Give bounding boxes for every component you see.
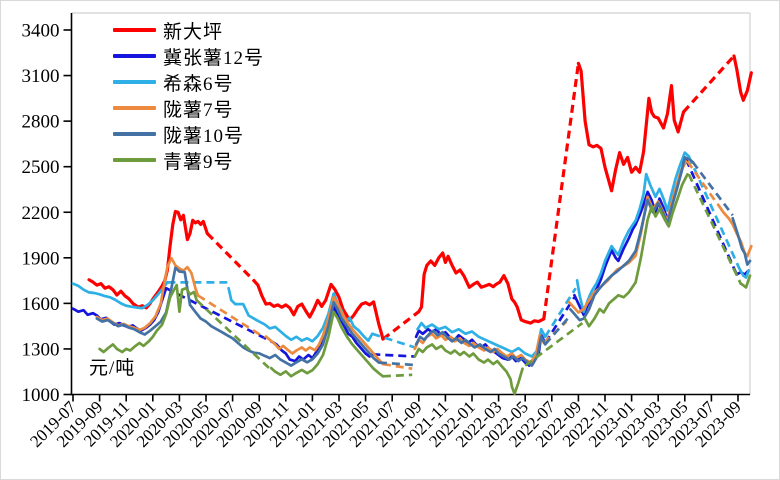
legend-swatch-qingshu9 [113,158,156,162]
y-tick-label: 2800 [22,112,60,133]
y-tick-label: 1600 [22,294,60,315]
series-qingshu9-dashed-segment [195,299,271,370]
series-xindaping-solid-segment [576,61,686,193]
series-longshu10-solid-segment [569,156,695,322]
series-xisen6-solid-segment [575,151,691,314]
series-longshu7-solid-segment [567,160,688,314]
series-longshu7-solid-segment [264,295,385,366]
series-xisen6-solid-segment [71,281,169,310]
series-xisen6-solid-segment [737,267,750,279]
series-qingshu9-solid-segment [413,343,524,396]
series-longshu7-solid-segment [413,332,546,364]
series-longshu7-dashed-segment [382,362,413,371]
legend-label: 新大坪 [163,21,224,43]
legend-label: 青薯9号 [163,151,234,173]
series-qingshu9-solid-segment [269,310,385,378]
legend-swatch-longshu7 [113,106,156,110]
series-qingshu9-solid-segment [98,283,199,354]
series-longshu10-dashed-segment [544,316,571,346]
series-longshu7-dashed-segment [197,294,266,339]
series-xindaping-solid-segment [732,54,753,102]
series-xindaping-dashed-segment [206,232,256,282]
legend-item-longshu7: 陇薯7号 [113,95,264,121]
y-tick-label: 2500 [22,157,60,178]
series-xisen6-dashed-segment [544,287,577,338]
series-longshu10-solid-segment [414,329,547,367]
series-longshu10-solid-segment [95,266,381,367]
series-xisen6-solid-segment [227,286,374,343]
series-qingshu9-dashed-segment [524,322,584,367]
series-xindaping-dashed-segment [542,63,580,320]
legend-item-xindaping: 新大坪 [113,17,264,43]
legend-item-qingshu9: 青薯9号 [113,147,264,173]
series-xisen6-dashed-segment [371,332,416,349]
series-longshu10-dashed-segment [691,161,734,217]
series-longshu10-solid-segment [731,216,752,266]
y-tick-label: 2200 [22,203,60,224]
y-tick-label: 3100 [22,66,60,87]
legend-label: 冀张薯12号 [163,47,265,69]
series-qingshu9-solid-segment [583,172,689,328]
series-jizhangshu12-dashed-segment [684,158,738,276]
legend-item-xisen6: 希森6号 [113,69,264,95]
series-longshu10-dashed-segment [378,361,414,367]
legend-swatch-xisen6 [113,80,156,84]
legend-swatch-jizhangshu12 [113,54,156,58]
series-jizhangshu12-dashed-segment [544,296,576,344]
series-longshu7-dashed-segment [686,160,718,204]
series-qingshu9-dashed-segment [382,373,413,378]
series-xindaping-dashed-segment [381,310,420,341]
legend-swatch-xindaping [113,28,156,32]
legend: 新大坪 冀张薯12号 希森6号 陇薯7号 陇薯10号 青薯9号 [113,17,264,173]
series-jizhangshu12-dashed-segment [372,352,415,358]
series-xindaping-dashed-segment [682,54,736,114]
series-xindaping-solid-segment [252,279,385,341]
y-tick-label: 3400 [22,21,60,42]
legend-label: 陇薯7号 [163,99,234,121]
legend-item-longshu10: 陇薯10号 [113,121,264,147]
series-qingshu9-solid-segment [739,274,752,289]
series-xisen6-solid-segment [416,321,547,358]
legend-label: 希森6号 [163,73,234,95]
y-axis-unit-label: 元/吨 [89,358,136,379]
legend-swatch-longshu10 [113,132,156,136]
series-qingshu9-dashed-segment [687,173,742,285]
y-tick-label: 1000 [22,385,60,406]
y-tick-label: 1300 [22,339,60,360]
y-tick-label: 1900 [22,248,60,269]
series-xindaping-solid-segment [87,209,209,310]
legend-label: 陇薯10号 [163,125,245,147]
series-xindaping-solid-segment [417,251,546,325]
legend-item-jizhangshu12: 冀张薯12号 [113,43,264,69]
series-jizhangshu12-dashed-segment [165,286,274,344]
